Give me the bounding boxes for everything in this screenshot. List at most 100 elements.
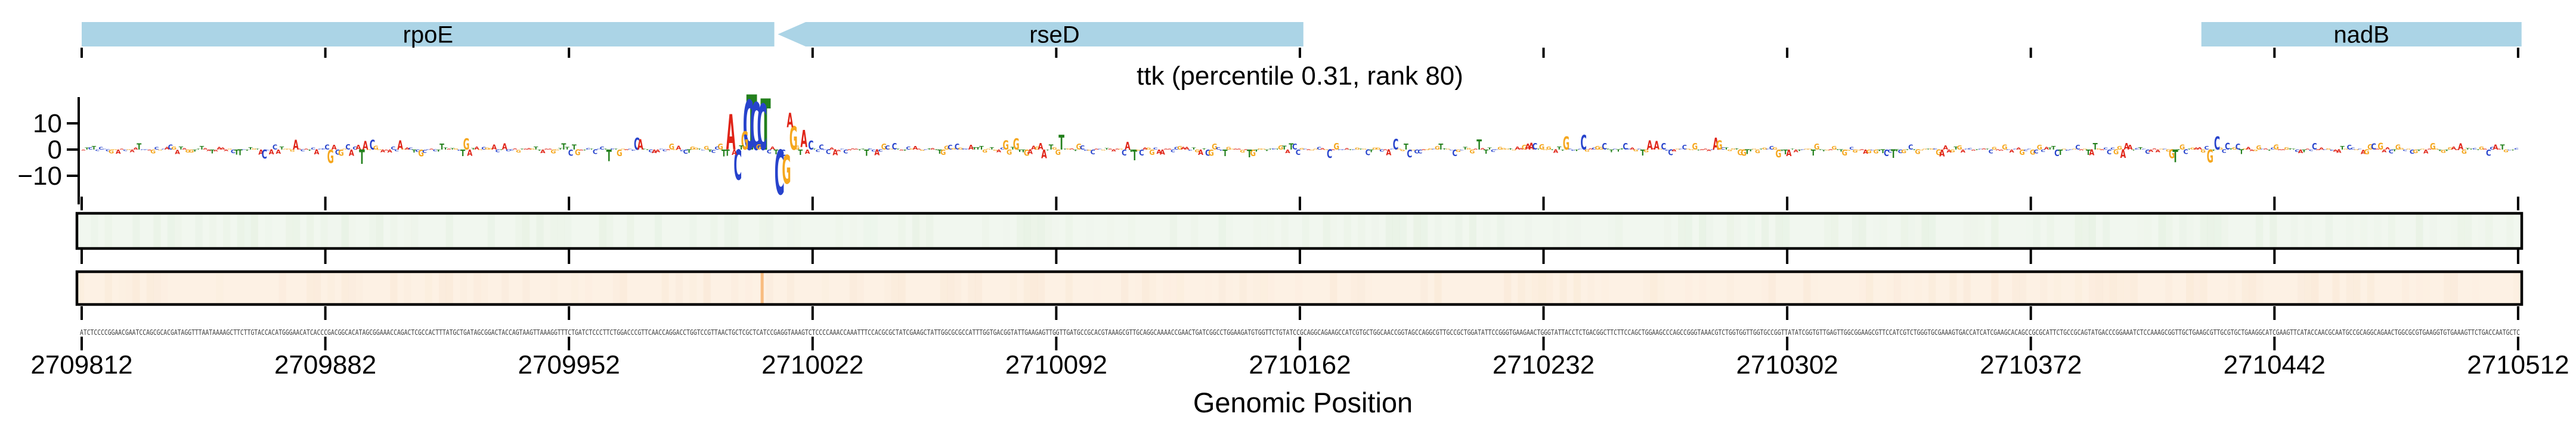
logo-letter: A bbox=[2016, 147, 2021, 150]
logo-letter: G bbox=[550, 149, 556, 155]
gene-label-rseD: rseD bbox=[1029, 22, 1079, 48]
logo-letter: A bbox=[1115, 149, 1120, 150]
track-stripe bbox=[912, 214, 920, 247]
logo-letter: A bbox=[1233, 148, 1238, 150]
track-stripe bbox=[2082, 214, 2089, 247]
logo-letter: T bbox=[2267, 149, 2272, 151]
logo-letter: G bbox=[1425, 150, 1429, 151]
gene-box-nadB bbox=[2201, 22, 2522, 46]
logo-letter: C bbox=[2490, 147, 2494, 151]
track-stripe bbox=[348, 273, 356, 303]
track-stripe bbox=[745, 273, 753, 303]
logo-letter: C bbox=[2236, 142, 2241, 151]
logo-letter: A bbox=[356, 144, 361, 151]
logo-letter: A bbox=[854, 148, 859, 150]
logo-letter: G bbox=[2343, 148, 2348, 150]
logo-letter: A bbox=[676, 145, 682, 151]
track-stripe bbox=[2054, 273, 2061, 303]
logo-letter: C bbox=[781, 148, 786, 159]
axis-tick bbox=[1298, 337, 1301, 350]
logo-letter: T bbox=[359, 146, 365, 169]
logo-letter: A bbox=[1528, 141, 1534, 152]
track-stripe bbox=[119, 273, 126, 303]
y-axis-tick bbox=[67, 122, 79, 125]
logo-letter: G bbox=[453, 148, 458, 150]
logo-letter: T bbox=[1275, 149, 1280, 150]
logo-letter: T bbox=[1748, 149, 1753, 152]
logo-letter: G bbox=[109, 149, 114, 155]
track-stripe bbox=[982, 214, 989, 247]
logo-letter: G bbox=[1901, 149, 1906, 154]
logo-letter: A bbox=[363, 139, 369, 153]
logo-letter: G bbox=[673, 150, 677, 151]
logo-letter: G bbox=[1539, 143, 1544, 152]
track-stripe bbox=[585, 273, 593, 303]
track-stripe bbox=[1525, 273, 1532, 303]
logo-letter: A bbox=[637, 136, 643, 154]
logo-letter: A bbox=[447, 148, 451, 150]
logo-letter: A bbox=[2148, 149, 2154, 153]
logo-letter: A bbox=[1943, 145, 1948, 151]
track-stripe bbox=[1107, 214, 1114, 247]
logo-letter: C bbox=[1623, 142, 1628, 153]
logo-letter: C bbox=[2225, 141, 2230, 152]
logo-letter: A bbox=[930, 148, 935, 150]
axis-tick bbox=[1786, 197, 1789, 210]
track-stripe bbox=[654, 214, 662, 247]
track-stripe bbox=[856, 273, 864, 303]
logo-letter: G bbox=[2377, 142, 2383, 153]
logo-letter: A bbox=[1473, 148, 1478, 150]
logo-letter: G bbox=[1299, 148, 1304, 150]
x-tick-label: 2710302 bbox=[1736, 350, 1838, 380]
logo-letter: G bbox=[485, 147, 490, 150]
track-stripe bbox=[1358, 214, 1366, 247]
logo-letter: C bbox=[906, 147, 911, 151]
track-stripe bbox=[2200, 214, 2207, 247]
logo-letter: T bbox=[603, 149, 608, 150]
logo-letter: G bbox=[377, 150, 382, 151]
axis-tick bbox=[80, 306, 83, 320]
y-tick-label: 10 bbox=[33, 109, 62, 138]
logo-letter: A bbox=[380, 150, 386, 154]
logo-letter: A bbox=[800, 125, 807, 153]
logo-letter: C bbox=[1964, 149, 1968, 150]
logo-letter: G bbox=[951, 148, 956, 150]
logo-letter: G bbox=[1853, 150, 1858, 154]
gene-annotation-track: rpoE rseD nadB bbox=[82, 22, 2522, 48]
logo-letter: A bbox=[1285, 149, 1290, 154]
logo-letter: C bbox=[2069, 150, 2073, 151]
track-stripe bbox=[1504, 273, 1512, 303]
track-stripe bbox=[543, 214, 551, 247]
logo-letter: T bbox=[561, 142, 566, 152]
track-stripe bbox=[167, 214, 175, 247]
logo-letter: C bbox=[1766, 148, 1770, 150]
track-stripe bbox=[1768, 273, 1776, 303]
logo-letter: C bbox=[266, 150, 270, 151]
logo-letter: A bbox=[2361, 148, 2366, 156]
logo-letter: G bbox=[1807, 149, 1812, 150]
track-stripe bbox=[439, 273, 447, 303]
logo-letter: G bbox=[2002, 143, 2007, 151]
logo-letter: A bbox=[652, 149, 657, 154]
logo-letter: A bbox=[2156, 150, 2161, 154]
logo-letter: A bbox=[1143, 147, 1148, 150]
logo-letter: A bbox=[732, 148, 738, 157]
track-stripe bbox=[2186, 214, 2194, 247]
logo-letter: G bbox=[1194, 150, 1200, 154]
logo-letter: A bbox=[917, 148, 921, 150]
logo-letter: C bbox=[1870, 150, 1874, 151]
logo-letter: A bbox=[996, 150, 1002, 154]
logo-letter: A bbox=[405, 147, 410, 150]
logo-letter: A bbox=[387, 150, 392, 154]
track-stripe bbox=[2332, 273, 2340, 303]
logo-letter: G bbox=[2413, 149, 2418, 154]
logo-letter: A bbox=[1647, 139, 1653, 153]
logo-letter: G bbox=[1738, 148, 1743, 157]
logo-letter: C bbox=[1627, 148, 1631, 150]
logo-letter: G bbox=[2190, 147, 2196, 150]
logo-letter: T bbox=[1509, 148, 1513, 150]
logo-letter: G bbox=[1456, 149, 1461, 153]
logo-letter: A bbox=[474, 147, 479, 151]
logo-letter: T bbox=[990, 147, 995, 151]
logo-letter: A bbox=[2427, 149, 2432, 150]
